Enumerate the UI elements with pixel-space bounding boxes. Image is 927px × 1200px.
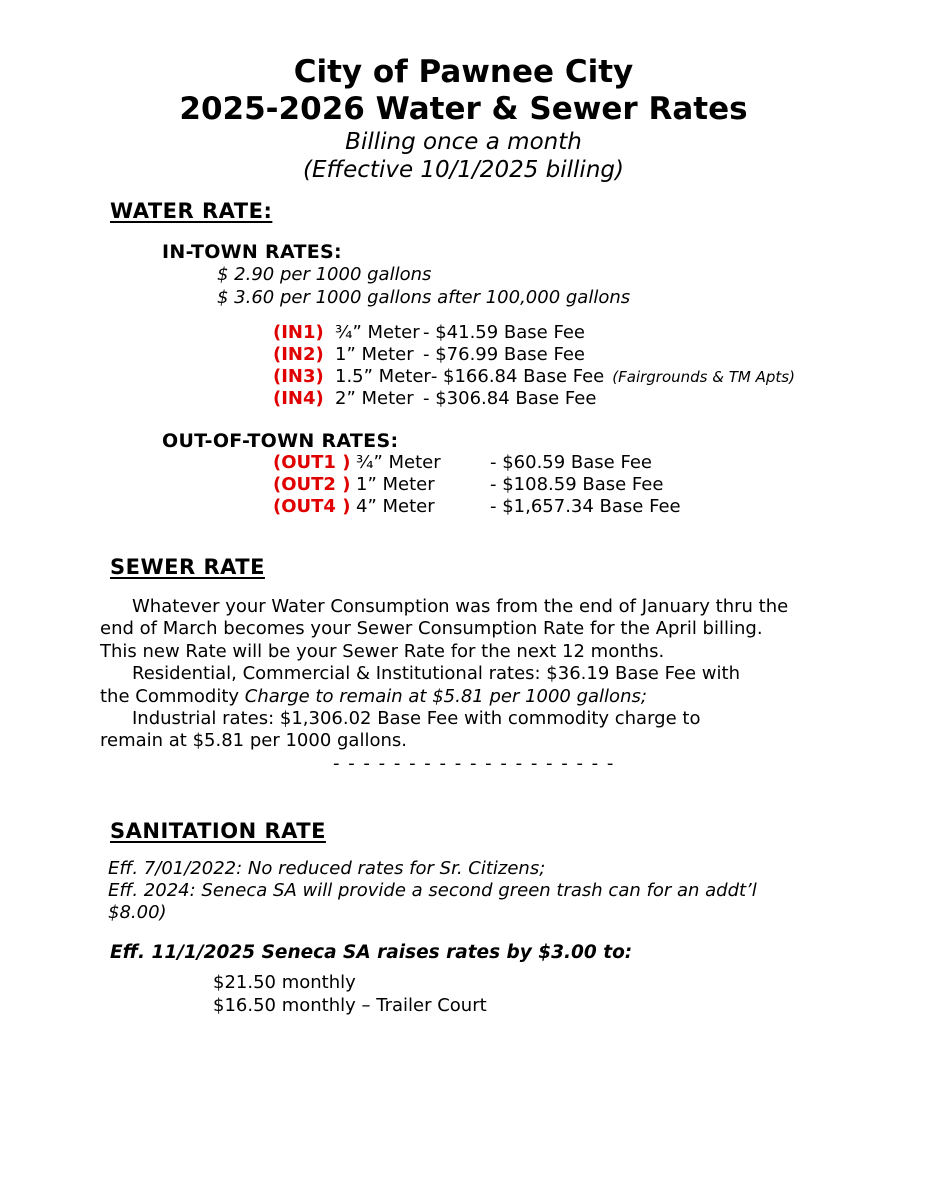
meter-code: (IN3) — [273, 366, 324, 387]
sewer-paragraph-line: Residential, Commercial & Institutional … — [132, 663, 740, 685]
meter-size: 1.5” Meter — [335, 366, 431, 387]
in-town-meter-row: (IN2) 1” Meter - $76.99 Base Fee — [273, 344, 927, 366]
sanitation-monthly-rate: $21.50 monthly — [213, 971, 356, 993]
sewer-rate-heading: SEWER RATE — [110, 555, 265, 579]
meter-size: 1” Meter — [356, 474, 435, 495]
meter-base-fee: - $306.84 Base Fee — [423, 388, 597, 409]
sewer-paragraph-line: end of March becomes your Sewer Consumpt… — [100, 618, 763, 640]
in-town-meter-row: (IN4) 2” Meter - $306.84 Base Fee — [273, 388, 927, 410]
title-block: City of Pawnee City 2025-2026 Water & Se… — [0, 0, 927, 184]
meter-code: (IN4) — [273, 388, 324, 409]
in-town-meter-row: (IN1) ¾” Meter - $41.59 Base Fee — [273, 322, 927, 344]
meter-note: (Fairgrounds & TM Apts) — [612, 368, 795, 386]
meter-base-fee: - $41.59 Base Fee — [423, 322, 585, 343]
meter-base-fee: - $60.59 Base Fee — [490, 452, 652, 473]
sanitation-note-line: Eff. 2024: Seneca SA will provide a seco… — [108, 879, 757, 901]
meter-size: ¾” Meter — [335, 322, 420, 343]
effective-date-subtitle: (Effective 10/1/2025 billing) — [303, 157, 624, 183]
sewer-paragraph-line: Whatever your Water Consumption was from… — [132, 596, 789, 617]
page-title-line2: 2025-2026 Water & Sewer Rates — [179, 91, 748, 127]
meter-code: (OUT4 ) — [273, 496, 351, 517]
meter-code: (OUT2 ) — [273, 474, 351, 495]
out-of-town-meter-row: (OUT4 ) 4” Meter - $1,657.34 Base Fee — [273, 496, 927, 518]
billing-frequency-subtitle: Billing once a month — [345, 129, 582, 155]
meter-code: (OUT1 ) — [273, 452, 351, 473]
meter-base-fee: - $108.59 Base Fee — [490, 474, 664, 495]
meter-code: (IN2) — [273, 344, 324, 365]
water-rate-section: WATER RATE: IN-TOWN RATES: $ 2.90 per 10… — [0, 198, 927, 518]
water-rate-heading: WATER RATE: — [110, 199, 273, 223]
commodity-charge-italic: Charge to remain at $5.81 per 1000 gallo… — [244, 685, 647, 707]
commodity-regular-text: the Commodity — [100, 685, 245, 707]
sanitation-notes: Eff. 7/01/2022: No reduced rates for Sr.… — [108, 858, 927, 924]
meter-size: 4” Meter — [356, 496, 435, 517]
in-town-meter-table: (IN1) ¾” Meter - $41.59 Base Fee (IN2) 1” M… — [273, 322, 927, 410]
sewer-paragraph-line: the Commodity Charge to remain at $5.81 … — [100, 686, 927, 708]
sanitation-note-line: Eff. 7/01/2022: No reduced rates for Sr.… — [108, 857, 546, 879]
out-of-town-meter-table: (OUT1 ) ¾” Meter - $60.59 Base Fee (OUT2 )… — [273, 452, 927, 518]
meter-base-fee: - $1,657.34 Base Fee — [490, 496, 681, 517]
sanitation-rate-section: SANITATION RATE Eff. 7/01/2022: No reduc… — [0, 818, 927, 1017]
meter-size: ¾” Meter — [356, 452, 441, 473]
in-town-rate-line: $ 2.90 per 1000 gallons — [217, 264, 432, 285]
out-of-town-rates-heading: OUT-OF-TOWN RATES: — [162, 430, 399, 452]
in-town-rates-heading: IN-TOWN RATES: — [162, 241, 342, 263]
dashed-divider: - - - - - - - - - - - - - - - - - - - — [333, 752, 614, 774]
meter-size: 1” Meter — [335, 344, 414, 365]
meter-size: 2” Meter — [335, 388, 414, 409]
meter-base-fee: - $76.99 Base Fee — [423, 344, 585, 365]
sanitation-note-line: $8.00) — [108, 901, 167, 923]
out-of-town-meter-row: (OUT1 ) ¾” Meter - $60.59 Base Fee — [273, 452, 927, 474]
sanitation-rate-heading: SANITATION RATE — [110, 818, 326, 843]
sewer-rate-section: SEWER RATE Whatever your Water Consumpti… — [0, 554, 927, 775]
sewer-paragraph-line: Industrial rates: $1,306.02 Base Fee wit… — [132, 708, 701, 730]
page-title-line1: City of Pawnee City — [293, 54, 634, 90]
in-town-meter-row: (IN3) 1.5” Meter- $166.84 Base Fee (Fairgr… — [273, 366, 927, 388]
sanitation-monthly-rate: $16.50 monthly – Trailer Court — [213, 994, 487, 1016]
sewer-paragraph-line: remain at $5.81 per 1000 gallons. — [100, 730, 407, 752]
sanitation-increase-line: Eff. 11/1/2025 Seneca SA raises rates by… — [110, 941, 633, 963]
sewer-paragraph-line: This new Rate will be your Sewer Rate fo… — [100, 640, 665, 662]
meter-code: (IN1) — [273, 322, 324, 343]
in-town-rate-line: $ 3.60 per 1000 gallons after 100,000 ga… — [217, 287, 631, 308]
sewer-paragraph: Whatever your Water Consumption was from… — [100, 596, 927, 775]
out-of-town-meter-row: (OUT2 ) 1” Meter - $108.59 Base Fee — [273, 474, 927, 496]
in-town-rate-lines: $ 2.90 per 1000 gallons $ 3.60 per 1000 … — [217, 263, 927, 309]
meter-base-fee: - $166.84 Base Fee — [430, 366, 605, 387]
sanitation-monthly-rates: $21.50 monthly $16.50 monthly – Trailer … — [213, 971, 927, 1017]
